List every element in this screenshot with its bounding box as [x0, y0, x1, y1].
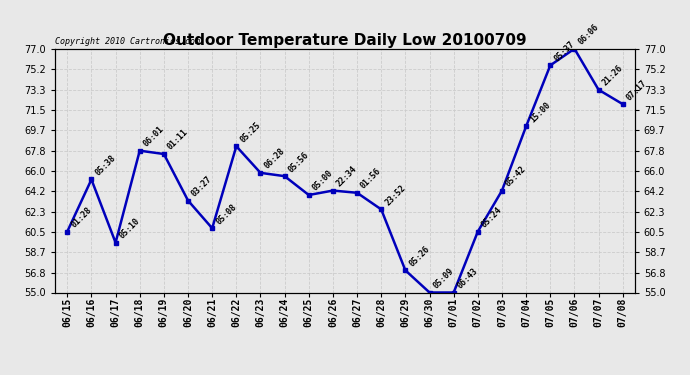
- Text: 05:26: 05:26: [407, 244, 431, 268]
- Text: 23:52: 23:52: [383, 183, 407, 207]
- Text: 05:56: 05:56: [286, 150, 310, 174]
- Text: 03:27: 03:27: [190, 174, 214, 198]
- Text: 01:11: 01:11: [166, 128, 190, 152]
- Text: 05:00: 05:00: [310, 169, 335, 193]
- Text: 05:25: 05:25: [238, 120, 262, 144]
- Text: 06:43: 06:43: [455, 266, 480, 290]
- Text: 06:06: 06:06: [576, 22, 600, 46]
- Text: 05:42: 05:42: [504, 164, 528, 188]
- Text: 05:08: 05:08: [214, 202, 238, 226]
- Text: 07:17: 07:17: [624, 78, 649, 102]
- Text: 01:28: 01:28: [69, 205, 93, 230]
- Text: 21:26: 21:26: [600, 63, 624, 87]
- Text: 01:56: 01:56: [359, 166, 383, 190]
- Text: Copyright 2010 Cartronics.com: Copyright 2010 Cartronics.com: [55, 38, 200, 46]
- Text: 06:28: 06:28: [262, 147, 286, 171]
- Text: 05:38: 05:38: [93, 153, 117, 177]
- Text: 06:01: 06:01: [141, 124, 166, 148]
- Text: 05:37: 05:37: [552, 39, 576, 63]
- Text: 05:24: 05:24: [480, 205, 504, 230]
- Text: 22:34: 22:34: [335, 164, 359, 188]
- Title: Outdoor Temperature Daily Low 20100709: Outdoor Temperature Daily Low 20100709: [164, 33, 526, 48]
- Text: 05:10: 05:10: [117, 216, 141, 240]
- Text: 15:00: 15:00: [528, 100, 552, 124]
- Text: 05:09: 05:09: [431, 266, 455, 290]
